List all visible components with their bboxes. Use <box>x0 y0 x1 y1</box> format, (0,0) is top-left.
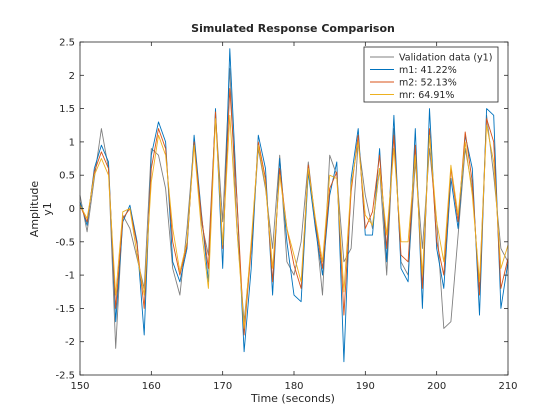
y-tick-label: 1.5 <box>59 104 75 115</box>
legend-box <box>363 46 499 103</box>
y-tick-label: -1 <box>65 271 75 282</box>
series-line-3 <box>79 114 509 329</box>
y-tick-label: 0 <box>69 204 75 215</box>
x-tick-label: 150 <box>70 381 89 392</box>
x-tick-label: 170 <box>213 381 232 392</box>
legend-label-3: mr: 64.91% <box>399 90 454 101</box>
x-tick-label: 210 <box>498 381 517 392</box>
series-line-2 <box>79 88 509 336</box>
y-axis-label: Amplitude <box>28 181 41 238</box>
legend-label-1: m1: 41.22% <box>399 65 457 76</box>
y-tick-label: -0.5 <box>55 237 75 248</box>
legend: Validation data (y1)m1: 41.22% m2: 52.13%… <box>363 46 499 103</box>
y-tick-label: 1 <box>69 137 75 148</box>
y-tick-label: 0.5 <box>59 171 75 182</box>
x-tick-label: 200 <box>427 381 446 392</box>
y-tick-label: -2 <box>65 337 75 348</box>
series-line-1 <box>79 48 509 363</box>
axis-ticks: 150 160 170 180 190 200 210 -2.5 -2 -1.5 -1 -0.5 0 0.… <box>55 38 517 393</box>
x-tick-label: 190 <box>356 381 375 392</box>
x-tick-label: 180 <box>284 381 303 392</box>
chart-title: Simulated Response Comparison <box>191 22 395 35</box>
legend-label-0: Validation data (y1) <box>399 53 492 64</box>
y-tick-label: 2.5 <box>59 38 75 49</box>
y-axis-channel-label: y1 <box>41 202 54 216</box>
y-tick-label: -1.5 <box>55 304 75 315</box>
x-tick-label: 160 <box>142 381 161 392</box>
legend-label-2: m2: 52.13% <box>399 78 457 89</box>
y-tick-label: 2 <box>69 71 75 82</box>
y-tick-label: -2.5 <box>55 371 75 382</box>
x-axis-label: Time (seconds) <box>250 392 335 405</box>
